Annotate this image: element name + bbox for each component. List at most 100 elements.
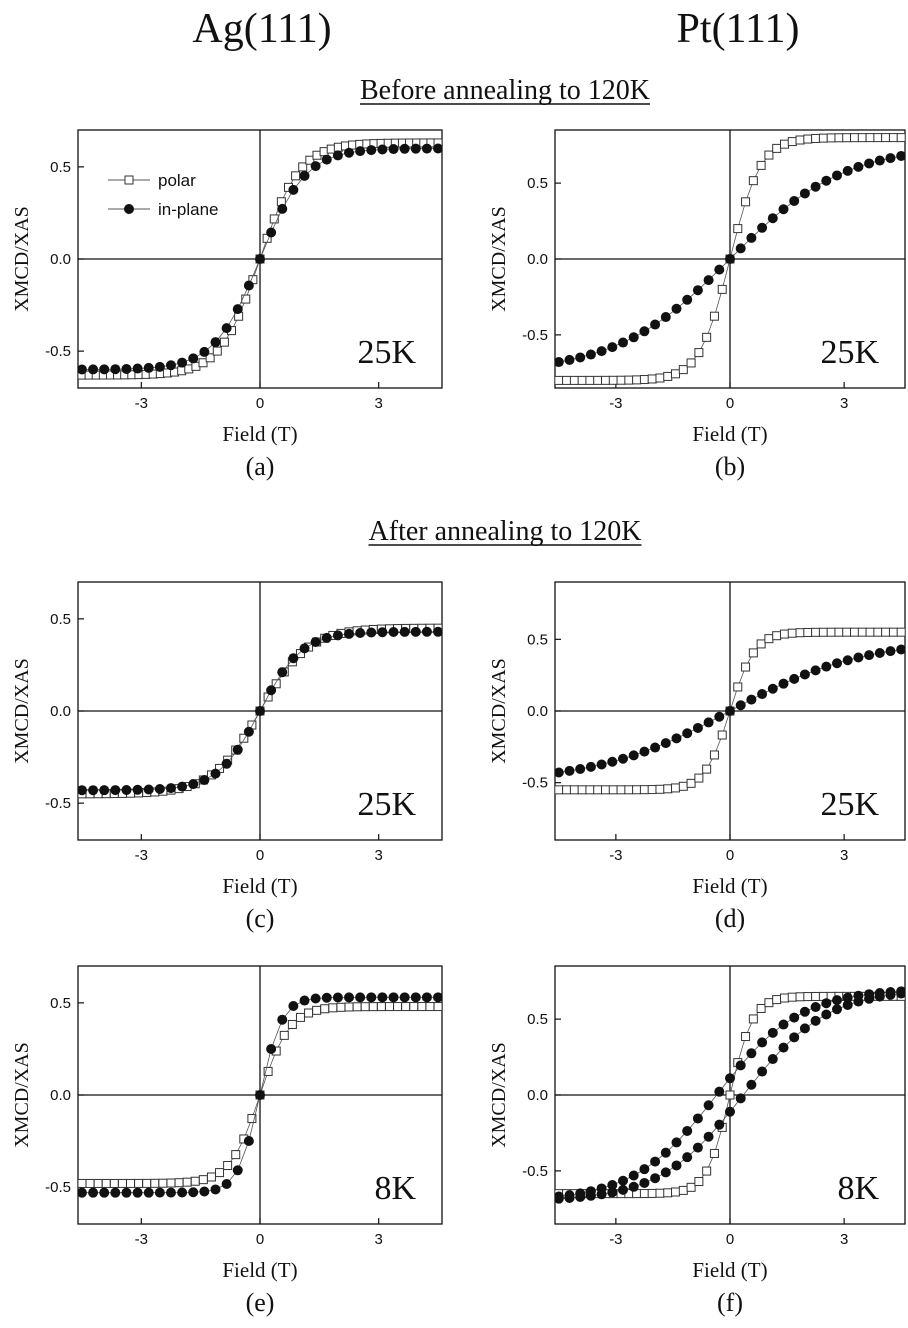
data-point-in-plane: [177, 357, 188, 368]
data-point-polar: [190, 1176, 200, 1186]
data-point-in-plane: [165, 783, 176, 794]
data-point-in-plane: [99, 364, 110, 375]
data-point-in-plane: [410, 626, 421, 637]
data-point-in-plane: [221, 323, 232, 334]
data-point-in-plane: [78, 1187, 87, 1198]
data-point-in-plane: [121, 784, 132, 795]
data-point-in-plane: [344, 628, 355, 639]
data-point-in-plane: [165, 1187, 176, 1198]
data-point-polar: [639, 375, 649, 385]
data-point-in-plane: [266, 685, 277, 696]
data-point-in-plane: [88, 785, 99, 796]
data-point-in-plane: [310, 993, 321, 1004]
data-point-in-plane: [864, 989, 875, 1000]
data-point-in-plane: [433, 992, 442, 1003]
y-tick-label: 0.0: [50, 703, 71, 720]
x-tick-label: 3: [375, 395, 383, 412]
data-point-in-plane: [355, 146, 366, 157]
y-tick-label: 0.0: [527, 251, 548, 268]
data-point-in-plane: [355, 992, 366, 1003]
data-point-polar: [600, 785, 610, 795]
data-point-in-plane: [165, 360, 176, 371]
panel-label: (f): [717, 1288, 743, 1317]
data-point-in-plane: [692, 1113, 703, 1124]
data-point-in-plane: [853, 161, 864, 172]
chart-panel-d: -3 0 3 -0.5 0.0 0.5 Field (T) XMCD/XAS (d) 25K: [488, 581, 906, 933]
data-point-in-plane: [199, 346, 210, 357]
data-point-polar: [198, 1175, 208, 1185]
data-point-polar: [231, 1150, 241, 1160]
data-point-in-plane: [703, 1131, 714, 1142]
series-in-plane: [78, 626, 442, 796]
series-in-plane: [78, 992, 442, 1198]
data-point-in-plane: [332, 630, 343, 641]
data-point-in-plane: [388, 144, 399, 155]
data-point-polar: [291, 171, 301, 181]
data-point-in-plane: [842, 165, 853, 176]
data-point-polar: [834, 627, 844, 637]
data-point-polar: [702, 764, 712, 774]
data-point-in-plane: [757, 222, 768, 233]
data-point-polar: [647, 785, 657, 795]
data-point-polar: [142, 1178, 152, 1188]
data-point-polar: [117, 1178, 127, 1188]
data-point-polar: [263, 1066, 273, 1076]
data-point-in-plane: [725, 1106, 735, 1117]
data-point-in-plane: [199, 1186, 210, 1197]
data-point-in-plane: [421, 626, 432, 637]
data-point-in-plane: [299, 643, 310, 654]
data-point-in-plane: [896, 986, 905, 997]
data-point-in-plane: [789, 195, 800, 206]
data-point-in-plane: [714, 1119, 725, 1130]
data-point-in-plane: [799, 669, 810, 680]
data-point-polar: [93, 1178, 103, 1188]
panel-label: (d): [715, 904, 745, 933]
data-point-in-plane: [596, 759, 607, 770]
data-point-in-plane: [575, 763, 586, 774]
data-point-in-plane: [650, 319, 661, 330]
data-point-in-plane: [618, 753, 629, 764]
data-point-in-plane: [639, 1177, 650, 1188]
series-in-plane: [555, 644, 905, 778]
data-point-in-plane: [321, 632, 332, 643]
data-point-in-plane: [555, 1191, 564, 1202]
data-point-polar: [764, 150, 774, 160]
data-point-in-plane: [896, 150, 905, 161]
x-axis-label: Field (T): [692, 422, 767, 446]
data-point-polar: [101, 1178, 111, 1188]
data-point-in-plane: [310, 636, 321, 647]
data-point-polar: [304, 1008, 314, 1018]
data-point-in-plane: [154, 783, 165, 794]
data-point-polar: [772, 995, 782, 1005]
data-point-polar: [764, 998, 774, 1008]
data-point-polar: [624, 375, 634, 385]
data-point-polar: [709, 311, 719, 321]
data-point-polar: [857, 627, 867, 637]
data-point-polar: [593, 375, 603, 385]
data-point-polar: [741, 662, 751, 672]
data-point-in-plane: [692, 1142, 703, 1153]
y-tick-label: -0.5: [522, 327, 548, 344]
column-header-right: Pt(111): [677, 6, 800, 52]
y-tick-label: 0.5: [50, 995, 71, 1012]
data-point-polar: [741, 197, 751, 207]
data-point-in-plane: [778, 1042, 789, 1053]
x-axis-label: Field (T): [692, 1258, 767, 1282]
data-point-in-plane: [232, 744, 243, 755]
data-point-polar: [850, 133, 860, 143]
data-point-polar: [78, 1178, 87, 1188]
legend-label: in-plane: [158, 200, 219, 219]
data-point-in-plane: [564, 1190, 575, 1201]
data-point-polar: [717, 730, 727, 740]
data-point-in-plane: [232, 304, 243, 315]
data-point-in-plane: [288, 1001, 299, 1012]
data-point-polar: [219, 337, 229, 347]
data-point-in-plane: [853, 652, 864, 663]
data-point-polar: [873, 627, 883, 637]
data-point-in-plane: [344, 992, 355, 1003]
data-point-in-plane: [735, 243, 746, 254]
data-point-in-plane: [277, 1014, 288, 1025]
data-point-in-plane: [618, 1175, 629, 1186]
data-point-in-plane: [831, 995, 842, 1006]
data-point-polar: [779, 629, 789, 639]
